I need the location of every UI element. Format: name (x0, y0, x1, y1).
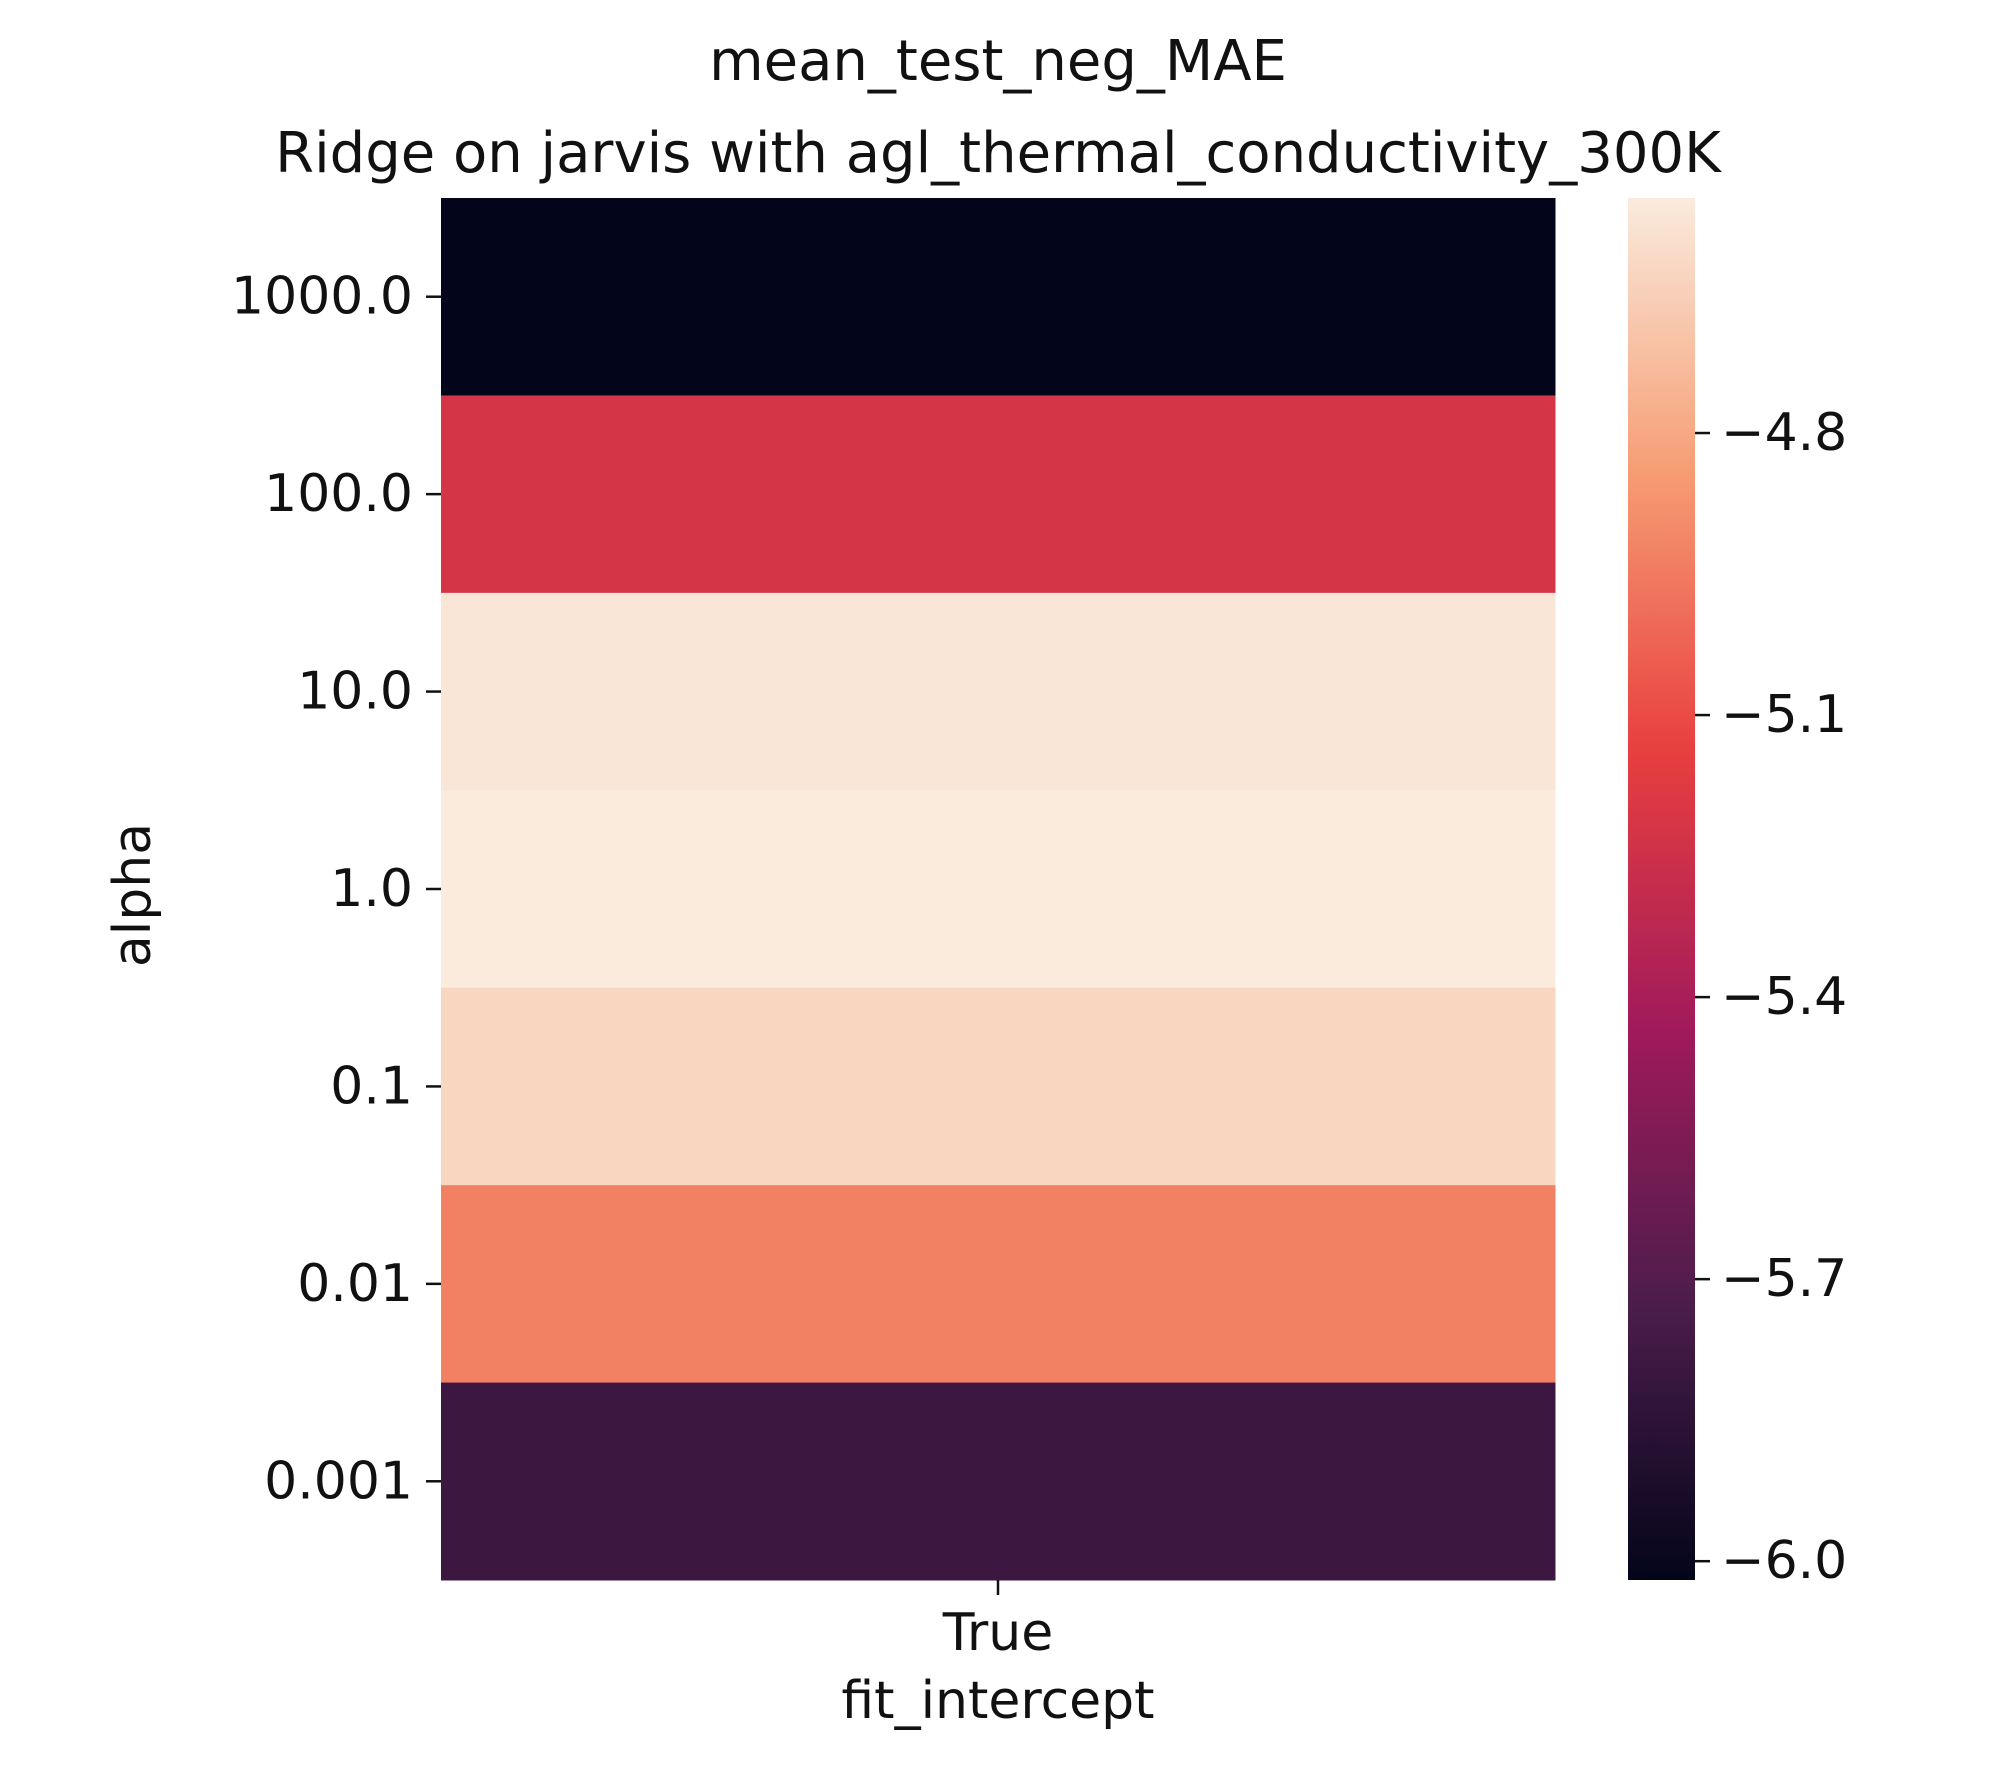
colorbar-tick-label: −5.7 (1721, 1249, 1847, 1309)
chart-title-line-2: Ridge on jarvis with agl_thermal_conduct… (275, 121, 1722, 186)
y-tick-label: 0.1 (330, 1056, 413, 1116)
heatmap-cell (441, 987, 1556, 1186)
y-tick-label: 100.0 (264, 464, 413, 524)
heatmap-cell (441, 198, 1556, 396)
colorbar-ticks: −6.0 −5.7 −5.4 −5.1 −4.8 (1695, 403, 1847, 1591)
chart-title-line-1: mean_test_neg_MAE (709, 29, 1287, 94)
colorbar-tick-label: −4.8 (1721, 403, 1847, 463)
y-axis-label: alpha (103, 823, 163, 967)
heatmap-cell (441, 1185, 1556, 1384)
heatmap-cell (441, 790, 1556, 989)
colorbar (1628, 198, 1695, 1580)
colorbar-tick-label: −5.1 (1721, 685, 1847, 745)
colorbar-tick-label: −5.4 (1721, 967, 1847, 1027)
y-tick-label: 1.0 (330, 859, 413, 919)
y-axis-ticks: 1000.0 100.0 10.0 1.0 0.1 0.01 0.001 (231, 267, 441, 1511)
y-tick-label: 10.0 (297, 662, 413, 722)
x-axis-ticks: True (942, 1580, 1053, 1663)
y-tick-label: 0.001 (264, 1451, 413, 1511)
heatmap-cell (441, 1382, 1556, 1581)
colorbar-tick-label: −6.0 (1721, 1531, 1847, 1591)
x-axis-label: fit_intercept (841, 1671, 1154, 1731)
heatmap-cells (441, 198, 1556, 1581)
y-tick-label: 1000.0 (231, 267, 413, 327)
heatmap-cell (441, 395, 1556, 594)
x-tick-label: True (942, 1603, 1053, 1663)
heatmap-cell (441, 592, 1556, 791)
y-tick-label: 0.01 (297, 1254, 413, 1314)
